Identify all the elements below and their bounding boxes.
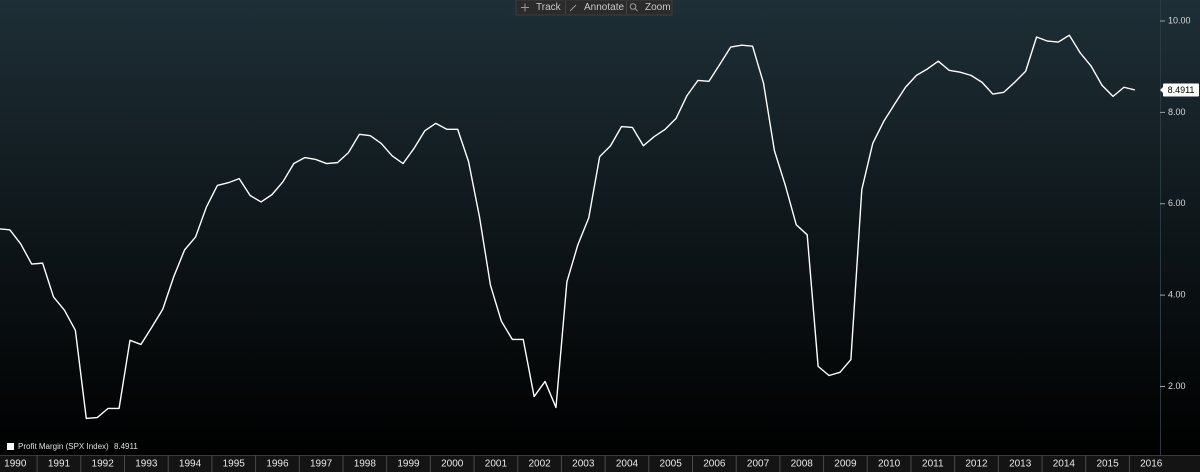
zoom-icon	[629, 3, 637, 10]
x-tick-label: 2008	[791, 459, 814, 470]
x-tick-label: 2013	[1009, 459, 1032, 470]
annotate-label[interactable]: Annotate	[584, 2, 624, 13]
last-value-badge	[1163, 83, 1199, 97]
last-value-label: 8.4911	[1168, 85, 1195, 95]
x-tick-label: 2000	[441, 459, 464, 470]
x-tick-label: 2006	[703, 459, 726, 470]
zoom-label[interactable]: Zoom	[645, 2, 671, 13]
legend-label: Profit Margin (SPX Index) 8.4911	[18, 442, 138, 451]
x-tick-label: 2015	[1096, 459, 1119, 470]
annotate-icon	[569, 4, 577, 12]
x-tick-label: 1999	[397, 459, 420, 470]
zoom-button[interactable]: Zoom	[629, 2, 671, 13]
x-tick-label: 2016	[1140, 459, 1163, 470]
x-tick-label: 1998	[354, 459, 377, 470]
x-tick-label: 1993	[135, 459, 158, 470]
x-tick-label: 1995	[223, 459, 246, 470]
track-icon	[521, 3, 529, 12]
x-tick-label: 1997	[310, 459, 333, 470]
legend-swatch	[7, 443, 14, 450]
x-tick-label: 1994	[179, 459, 202, 470]
x-tick-label: 1990	[4, 459, 27, 470]
x-tick-label: 1992	[92, 459, 115, 470]
y-tick-label: 4.00	[1168, 289, 1186, 299]
last-value-pointer	[1160, 86, 1163, 93]
series-line	[0, 34, 1136, 420]
x-tick-label: 2010	[878, 459, 901, 470]
toolbar: Track Annotate Zoom	[515, 0, 673, 16]
legend: Profit Margin (SPX Index) 8.4911	[7, 442, 138, 451]
x-tick-label: 2002	[528, 459, 551, 470]
legend-last-value: 8.4911	[114, 442, 138, 451]
x-tick-label: 2004	[616, 459, 639, 470]
annotate-button[interactable]: Annotate	[569, 2, 624, 13]
x-axis-bar	[0, 455, 1200, 472]
y-tick-label: 10.00	[1168, 15, 1191, 25]
x-tick-label: 2009	[834, 459, 857, 470]
y-tick-label: 2.00	[1168, 381, 1186, 391]
x-tick-label: 1996	[266, 459, 289, 470]
track-label[interactable]: Track	[536, 2, 562, 13]
y-tick-label: 8.00	[1168, 107, 1186, 117]
legend-series-name: Profit Margin (SPX Index)	[18, 442, 109, 451]
x-tick-label: 2007	[747, 459, 770, 470]
x-tick-label: 2011	[922, 459, 944, 470]
x-tick-label: 2014	[1053, 459, 1076, 470]
x-tick-label: 2001	[485, 459, 508, 470]
y-tick-label: 6.00	[1168, 198, 1186, 208]
x-tick-label: 2012	[965, 459, 988, 470]
x-tick-label: 1991	[48, 459, 71, 470]
track-button[interactable]: Track	[521, 2, 562, 13]
plot-background	[0, 0, 1200, 455]
x-tick-label: 2003	[572, 459, 595, 470]
x-tick-label: 2005	[660, 459, 683, 470]
zoom-icon-handle	[634, 8, 638, 12]
